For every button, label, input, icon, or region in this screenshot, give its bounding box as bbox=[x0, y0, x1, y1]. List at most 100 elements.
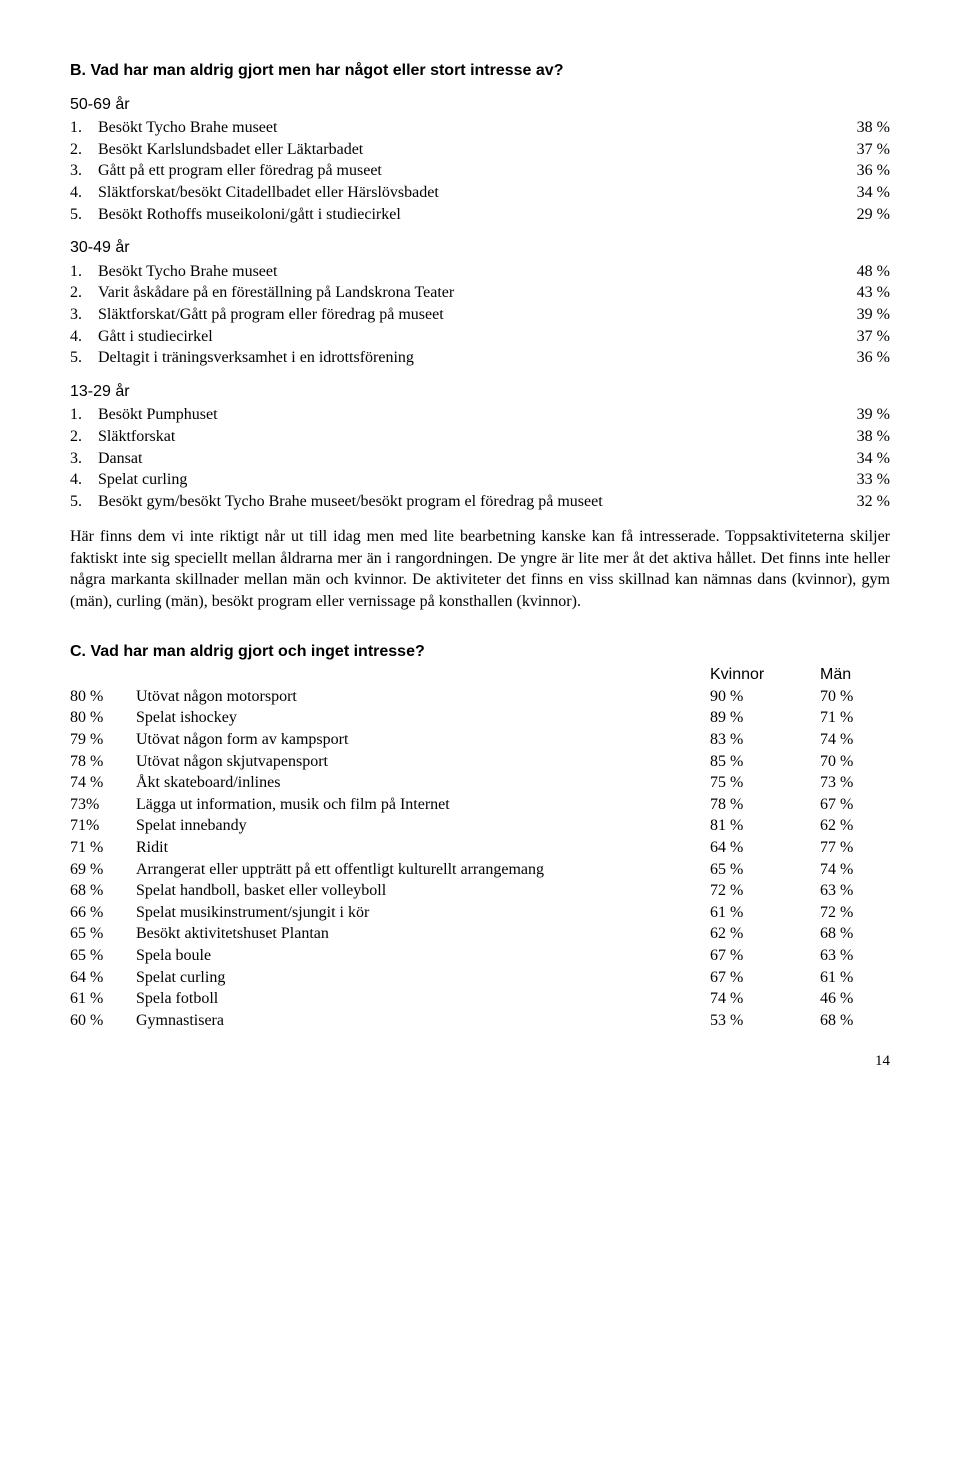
item-text: Dansat bbox=[98, 448, 820, 470]
item-number: 5. bbox=[70, 491, 98, 513]
row-total-percent: 65 % bbox=[70, 945, 136, 967]
item-text: Gått i studiecirkel bbox=[98, 326, 820, 348]
item-percent: 36 % bbox=[820, 160, 890, 182]
table-row: 69 %Arrangerat eller uppträtt på ett off… bbox=[70, 859, 890, 881]
row-kvinnor-percent: 62 % bbox=[710, 923, 820, 945]
row-man-percent: 72 % bbox=[820, 902, 890, 924]
row-total-percent: 65 % bbox=[70, 923, 136, 945]
row-total-percent: 68 % bbox=[70, 880, 136, 902]
table-row: 78 %Utövat någon skjutvapensport85 %70 % bbox=[70, 751, 890, 773]
row-total-percent: 80 % bbox=[70, 686, 136, 708]
row-man-percent: 73 % bbox=[820, 772, 890, 794]
table-row: 74 %Åkt skateboard/inlines75 %73 % bbox=[70, 772, 890, 794]
table-row: 80 %Utövat någon motorsport90 %70 % bbox=[70, 686, 890, 708]
row-kvinnor-percent: 72 % bbox=[710, 880, 820, 902]
row-total-percent: 64 % bbox=[70, 967, 136, 989]
item-number: 3. bbox=[70, 160, 98, 182]
table-row: 71 %Ridit64 %77 % bbox=[70, 837, 890, 859]
item-number: 4. bbox=[70, 326, 98, 348]
list-item: 4.Gått i studiecirkel37 % bbox=[70, 326, 890, 348]
row-kvinnor-percent: 61 % bbox=[710, 902, 820, 924]
row-text: Spelat musikinstrument/sjungit i kör bbox=[136, 902, 710, 924]
row-total-percent: 60 % bbox=[70, 1010, 136, 1032]
list-item: 3.Släktforskat/Gått på program eller för… bbox=[70, 304, 890, 326]
item-percent: 39 % bbox=[820, 304, 890, 326]
row-text: Spela boule bbox=[136, 945, 710, 967]
item-number: 4. bbox=[70, 182, 98, 204]
row-text: Spelat ishockey bbox=[136, 707, 710, 729]
item-text: Besökt Pumphuset bbox=[98, 404, 820, 426]
row-man-percent: 68 % bbox=[820, 923, 890, 945]
list-item: 3.Gått på ett program eller föredrag på … bbox=[70, 160, 890, 182]
item-percent: 36 % bbox=[820, 347, 890, 369]
item-percent: 32 % bbox=[820, 491, 890, 513]
row-man-percent: 63 % bbox=[820, 880, 890, 902]
table-row: 71%Spelat innebandy81 %62 % bbox=[70, 815, 890, 837]
row-man-percent: 77 % bbox=[820, 837, 890, 859]
row-text: Gymnastisera bbox=[136, 1010, 710, 1032]
list-item: 2.Släktforskat38 % bbox=[70, 426, 890, 448]
row-kvinnor-percent: 83 % bbox=[710, 729, 820, 751]
item-number: 1. bbox=[70, 404, 98, 426]
list-item: 1.Besökt Tycho Brahe museet38 % bbox=[70, 117, 890, 139]
row-text: Åkt skateboard/inlines bbox=[136, 772, 710, 794]
item-percent: 38 % bbox=[820, 117, 890, 139]
age-group-label: 13-29 år bbox=[70, 381, 890, 403]
row-total-percent: 78 % bbox=[70, 751, 136, 773]
row-text: Utövat någon form av kampsport bbox=[136, 729, 710, 751]
item-text: Släktforskat/Gått på program eller föred… bbox=[98, 304, 820, 326]
table-row: 66 %Spelat musikinstrument/sjungit i kör… bbox=[70, 902, 890, 924]
section-b-title: B. Vad har man aldrig gjort men har någo… bbox=[70, 60, 890, 82]
item-number: 1. bbox=[70, 261, 98, 283]
row-total-percent: 79 % bbox=[70, 729, 136, 751]
row-total-percent: 71 % bbox=[70, 837, 136, 859]
list-item: 1.Besökt Pumphuset39 % bbox=[70, 404, 890, 426]
item-number: 2. bbox=[70, 139, 98, 161]
row-kvinnor-percent: 67 % bbox=[710, 967, 820, 989]
row-kvinnor-percent: 85 % bbox=[710, 751, 820, 773]
table-row: 73%Lägga ut information, musik och film … bbox=[70, 794, 890, 816]
row-total-percent: 80 % bbox=[70, 707, 136, 729]
list-item: 4.Spelat curling33 % bbox=[70, 469, 890, 491]
row-kvinnor-percent: 67 % bbox=[710, 945, 820, 967]
row-kvinnor-percent: 90 % bbox=[710, 686, 820, 708]
section-b-paragraph: Här finns dem vi inte riktigt når ut til… bbox=[70, 526, 890, 612]
item-text: Besökt Rothoffs museikoloni/gått i studi… bbox=[98, 204, 820, 226]
row-text: Besökt aktivitetshuset Plantan bbox=[136, 923, 710, 945]
item-percent: 37 % bbox=[820, 326, 890, 348]
list-item: 2.Varit åskådare på en föreställning på … bbox=[70, 282, 890, 304]
row-kvinnor-percent: 89 % bbox=[710, 707, 820, 729]
item-number: 3. bbox=[70, 304, 98, 326]
row-man-percent: 71 % bbox=[820, 707, 890, 729]
row-kvinnor-percent: 64 % bbox=[710, 837, 820, 859]
row-text: Spelat curling bbox=[136, 967, 710, 989]
row-man-percent: 68 % bbox=[820, 1010, 890, 1032]
list-item: 5.Deltagit i träningsverksamhet i en idr… bbox=[70, 347, 890, 369]
list-item: 1.Besökt Tycho Brahe museet48 % bbox=[70, 261, 890, 283]
age-group-label: 30-49 år bbox=[70, 237, 890, 259]
row-man-percent: 70 % bbox=[820, 751, 890, 773]
table-row: 60 %Gymnastisera53 %68 % bbox=[70, 1010, 890, 1032]
row-man-percent: 74 % bbox=[820, 859, 890, 881]
row-man-percent: 70 % bbox=[820, 686, 890, 708]
row-total-percent: 66 % bbox=[70, 902, 136, 924]
row-text: Spela fotboll bbox=[136, 988, 710, 1010]
item-number: 2. bbox=[70, 426, 98, 448]
item-text: Varit åskådare på en föreställning på La… bbox=[98, 282, 820, 304]
row-total-percent: 69 % bbox=[70, 859, 136, 881]
table-row: 65 %Spela boule67 %63 % bbox=[70, 945, 890, 967]
item-text: Släktforskat/besökt Citadellbadet eller … bbox=[98, 182, 820, 204]
list-item: 5.Besökt Rothoffs museikoloni/gått i stu… bbox=[70, 204, 890, 226]
list-item: 4.Släktforskat/besökt Citadellbadet elle… bbox=[70, 182, 890, 204]
item-percent: 33 % bbox=[820, 469, 890, 491]
row-text: Utövat någon skjutvapensport bbox=[136, 751, 710, 773]
row-text: Utövat någon motorsport bbox=[136, 686, 710, 708]
table-row: 64 %Spelat curling67 %61 % bbox=[70, 967, 890, 989]
row-man-percent: 61 % bbox=[820, 967, 890, 989]
item-text: Gått på ett program eller föredrag på mu… bbox=[98, 160, 820, 182]
item-text: Släktforskat bbox=[98, 426, 820, 448]
page-number: 14 bbox=[70, 1051, 890, 1071]
item-text: Spelat curling bbox=[98, 469, 820, 491]
table-row: 80 %Spelat ishockey89 %71 % bbox=[70, 707, 890, 729]
row-text: Spelat innebandy bbox=[136, 815, 710, 837]
